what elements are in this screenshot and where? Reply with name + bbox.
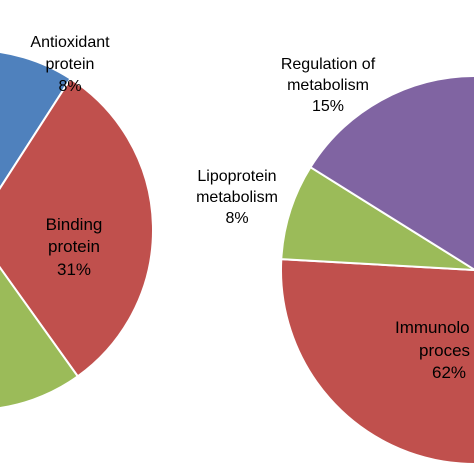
label-antioxidant-line2: protein bbox=[46, 56, 95, 73]
pie-slice-lipoprotein-metabolism bbox=[280, 165, 474, 271]
label-immuno-line2: proces bbox=[419, 341, 470, 360]
label-lipoprotein-line2: metabolism bbox=[196, 189, 278, 206]
right-pie bbox=[279, 75, 474, 466]
pie-slice-immunological-process bbox=[279, 258, 474, 466]
label-immuno-line1: Immunolo bbox=[395, 318, 470, 337]
label-regulation-value: 15% bbox=[312, 98, 344, 115]
label-regulation-line1: Regulation of bbox=[281, 56, 376, 73]
label-immuno-value: 62% bbox=[432, 363, 466, 382]
pie-slice-regulation-of-metabolism bbox=[309, 75, 474, 271]
pie-slice-left-green bbox=[0, 265, 80, 409]
label-regulation-line2: metabolism bbox=[287, 77, 369, 94]
label-binding-value: 31% bbox=[57, 260, 91, 279]
label-antioxidant-protein: Antioxidant protein 8% bbox=[30, 34, 110, 95]
label-binding-line2: protein bbox=[48, 237, 100, 256]
label-antioxidant-line1: Antioxidant bbox=[30, 34, 110, 51]
label-lipoprotein-line1: Lipoprotein bbox=[197, 168, 276, 185]
label-lipoprotein-metabolism: Lipoprotein metabolism 8% bbox=[196, 168, 278, 227]
label-immunological-process: Immunolo proces 62% bbox=[395, 318, 470, 382]
pie-slice-antioxidant-protein bbox=[0, 51, 72, 190]
pie-slice-binding-protein bbox=[0, 77, 154, 378]
label-binding-protein: Binding protein 31% bbox=[46, 215, 103, 279]
label-lipoprotein-value: 8% bbox=[225, 210, 248, 227]
left-pie bbox=[0, 51, 154, 409]
label-regulation-of-metabolism: Regulation of metabolism 15% bbox=[281, 56, 376, 115]
label-antioxidant-value: 8% bbox=[58, 78, 81, 95]
label-binding-line1: Binding bbox=[46, 215, 103, 234]
